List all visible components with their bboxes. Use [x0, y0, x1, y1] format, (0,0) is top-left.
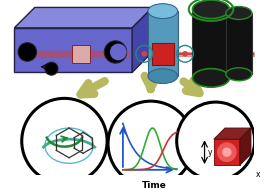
Circle shape — [142, 51, 147, 57]
Bar — [72, 45, 90, 63]
Bar — [226, 13, 252, 74]
Ellipse shape — [148, 69, 178, 84]
Bar — [148, 11, 178, 76]
Circle shape — [110, 44, 127, 60]
Ellipse shape — [193, 0, 230, 19]
Text: Time: Time — [142, 181, 167, 189]
Ellipse shape — [226, 6, 252, 19]
Polygon shape — [132, 7, 153, 72]
Circle shape — [182, 51, 188, 57]
Circle shape — [18, 43, 37, 61]
Circle shape — [108, 101, 193, 187]
Polygon shape — [214, 128, 251, 139]
Text: x: x — [256, 170, 260, 179]
Ellipse shape — [226, 68, 252, 81]
Circle shape — [104, 41, 127, 63]
Circle shape — [217, 142, 237, 162]
Polygon shape — [214, 139, 240, 165]
Bar — [152, 43, 174, 65]
Circle shape — [177, 102, 255, 180]
Ellipse shape — [148, 4, 178, 19]
Ellipse shape — [193, 69, 230, 87]
Text: y: y — [207, 148, 212, 157]
Circle shape — [45, 62, 58, 75]
Polygon shape — [240, 128, 251, 165]
Circle shape — [22, 98, 107, 184]
Polygon shape — [14, 7, 153, 28]
Bar — [193, 9, 230, 78]
Polygon shape — [14, 28, 132, 72]
Circle shape — [222, 147, 231, 157]
